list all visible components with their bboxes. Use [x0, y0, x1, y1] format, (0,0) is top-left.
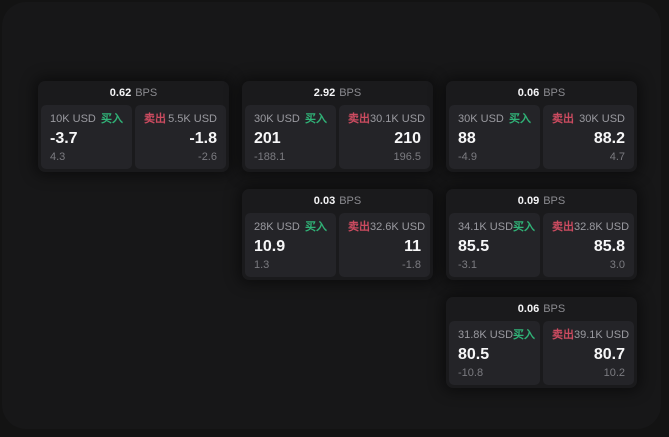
sell-side-label: 卖出	[552, 329, 574, 341]
sell-side-label: 卖出	[552, 221, 574, 233]
buy-price: 201	[254, 129, 281, 147]
sell-sub-value: 10.2	[603, 367, 625, 379]
buy-sub-value: -3.1	[458, 259, 477, 271]
quote-card: 0.06 BPS 30K USD 买入 88 -4.9 卖出 30K USD 8…	[446, 81, 637, 172]
bps-unit-label: BPS	[543, 195, 566, 207]
quote-card: 0.09 BPS 34.1K USD 买入 85.5 -3.1 卖出 32.8K…	[446, 189, 637, 280]
sell-sub-value: 196.5	[393, 151, 421, 163]
sell-side-label: 卖出	[144, 113, 166, 125]
bps-header: 0.06 BPS	[446, 297, 637, 321]
sell-panel[interactable]: 卖出 32.6K USD 11 -1.8	[339, 213, 430, 277]
buy-side-label: 买入	[513, 221, 536, 233]
sell-amount: 30.1K USD	[370, 113, 426, 125]
quote-card-grid: 0.62 BPS 10K USD 买入 -3.7 4.3 卖出 5.5K USD…	[38, 81, 637, 388]
sell-price: 88.2	[593, 129, 625, 147]
buy-panel[interactable]: 10K USD 买入 -3.7 4.3	[41, 105, 132, 169]
sell-amount: 32.6K USD	[370, 221, 426, 233]
quote-panels: 31.8K USD 买入 80.5 -10.8 卖出 39.1K USD 80.…	[446, 321, 637, 388]
sell-side-label: 卖出	[348, 221, 370, 233]
buy-amount: 30K USD	[254, 113, 300, 125]
buy-side-label: 买入	[305, 113, 327, 125]
buy-panel[interactable]: 34.1K USD 买入 85.5 -3.1	[449, 213, 540, 277]
bps-unit-label: BPS	[339, 195, 362, 207]
buy-amount: 10K USD	[50, 113, 96, 125]
buy-side-label: 买入	[101, 113, 123, 125]
buy-sub-value: -188.1	[254, 151, 286, 163]
sell-side-label: 卖出	[552, 113, 574, 125]
quote-panels: 10K USD 买入 -3.7 4.3 卖出 5.5K USD -1.8 -2.…	[38, 105, 229, 172]
buy-amount: 28K USD	[254, 221, 300, 233]
bps-unit-label: BPS	[135, 87, 158, 99]
bps-header: 2.92 BPS	[242, 81, 433, 105]
sell-amount: 5.5K USD	[168, 113, 217, 125]
buy-panel[interactable]: 30K USD 买入 88 -4.9	[449, 105, 540, 169]
sell-panel[interactable]: 卖出 5.5K USD -1.8 -2.6	[135, 105, 226, 169]
bps-value: 0.62	[109, 87, 132, 99]
sell-price: 80.7	[593, 345, 625, 363]
quote-card: 0.06 BPS 31.8K USD 买入 80.5 -10.8 卖出 39.1…	[446, 297, 637, 388]
buy-panel[interactable]: 28K USD 买入 10.9 1.3	[245, 213, 336, 277]
buy-price: 88	[458, 129, 476, 147]
quote-card: 0.62 BPS 10K USD 买入 -3.7 4.3 卖出 5.5K USD…	[38, 81, 229, 172]
buy-amount: 30K USD	[458, 113, 504, 125]
sell-sub-value: 4.7	[609, 151, 625, 163]
buy-side-label: 买入	[305, 221, 327, 233]
sell-amount: 32.8K USD	[574, 221, 630, 233]
bps-unit-label: BPS	[543, 303, 566, 315]
bps-header: 0.09 BPS	[446, 189, 637, 213]
bps-unit-label: BPS	[543, 87, 566, 99]
sell-amount: 30K USD	[579, 113, 625, 125]
quote-panels: 28K USD 买入 10.9 1.3 卖出 32.6K USD 11 -1.8	[242, 213, 433, 280]
bps-value: 0.03	[313, 195, 336, 207]
buy-amount: 34.1K USD	[458, 221, 514, 233]
sell-sub-value: 3.0	[609, 259, 625, 271]
bps-header: 0.06 BPS	[446, 81, 637, 105]
bps-value: 0.06	[517, 87, 540, 99]
quote-card: 2.92 BPS 30K USD 买入 201 -188.1 卖出 30.1K …	[242, 81, 433, 172]
buy-sub-value: -4.9	[458, 151, 477, 163]
sell-amount: 39.1K USD	[574, 329, 630, 341]
buy-price: 85.5	[458, 237, 490, 255]
buy-price: -3.7	[50, 129, 78, 147]
quote-panels: 30K USD 买入 88 -4.9 卖出 30K USD 88.2 4.7	[446, 105, 637, 172]
sell-panel[interactable]: 卖出 39.1K USD 80.7 10.2	[543, 321, 634, 385]
buy-sub-value: 4.3	[50, 151, 66, 163]
sell-price: 11	[404, 237, 421, 255]
quote-panels: 34.1K USD 买入 85.5 -3.1 卖出 32.8K USD 85.8…	[446, 213, 637, 280]
quote-panels: 30K USD 买入 201 -188.1 卖出 30.1K USD 210 1…	[242, 105, 433, 172]
buy-panel[interactable]: 31.8K USD 买入 80.5 -10.8	[449, 321, 540, 385]
buy-sub-value: 1.3	[254, 259, 270, 271]
quote-card: 0.03 BPS 28K USD 买入 10.9 1.3 卖出 32.6K US…	[242, 189, 433, 280]
sell-panel[interactable]: 卖出 30K USD 88.2 4.7	[543, 105, 634, 169]
sell-panel[interactable]: 卖出 32.8K USD 85.8 3.0	[543, 213, 634, 277]
sell-price: 210	[394, 129, 421, 147]
buy-amount: 31.8K USD	[458, 329, 514, 341]
bps-header: 0.03 BPS	[242, 189, 433, 213]
sell-sub-value: -1.8	[402, 259, 421, 271]
bps-value: 2.92	[313, 87, 336, 99]
sell-side-label: 卖出	[348, 113, 370, 125]
buy-side-label: 买入	[513, 329, 536, 341]
sell-price: -1.8	[189, 129, 217, 147]
buy-side-label: 买入	[509, 113, 531, 125]
buy-price: 80.5	[458, 345, 490, 363]
bps-value: 0.06	[517, 303, 540, 315]
sell-panel[interactable]: 卖出 30.1K USD 210 196.5	[339, 105, 430, 169]
buy-panel[interactable]: 30K USD 买入 201 -188.1	[245, 105, 336, 169]
sell-sub-value: -2.6	[198, 151, 217, 163]
sell-price: 85.8	[593, 237, 625, 255]
bps-header: 0.62 BPS	[38, 81, 229, 105]
buy-price: 10.9	[254, 237, 286, 255]
buy-sub-value: -10.8	[458, 367, 484, 379]
bps-unit-label: BPS	[339, 87, 362, 99]
bps-value: 0.09	[517, 195, 540, 207]
